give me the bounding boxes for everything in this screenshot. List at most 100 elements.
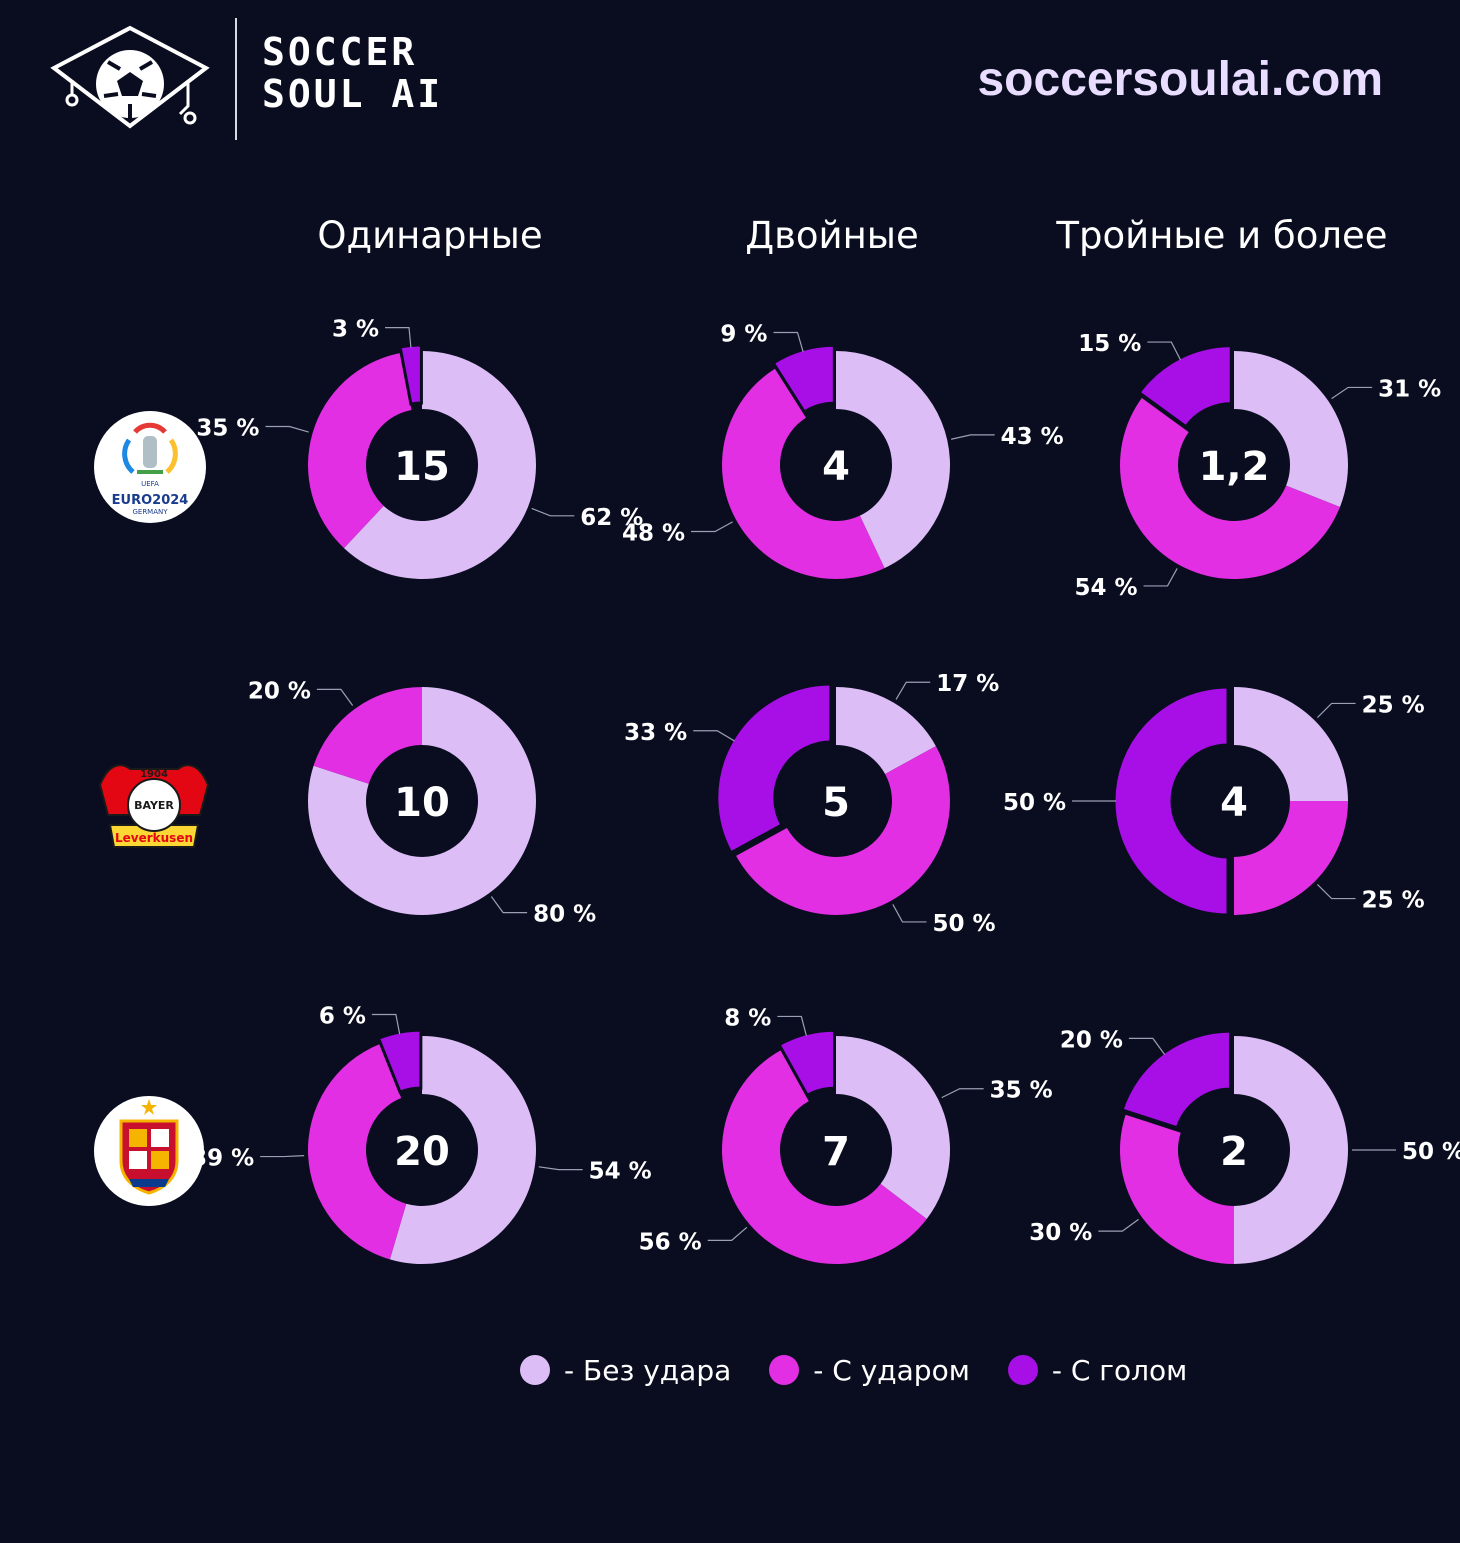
leader-line-with-shot bbox=[1098, 1218, 1139, 1232]
slice-label-with-goal: 8 % bbox=[724, 1005, 771, 1031]
slice-label-with-shot: 50 % bbox=[932, 911, 995, 937]
column-title-triple: Тройные и более bbox=[1056, 214, 1388, 257]
donut-r0-c2: 31 % 54 % 15 % 1,2 bbox=[1074, 331, 1441, 601]
donut-r2-c2: 50 % 30 % 20 % 2 bbox=[1029, 1027, 1460, 1264]
euro-badge-name: EURO2024 bbox=[112, 493, 189, 508]
slice-no-shot bbox=[1234, 1036, 1348, 1264]
euro-badge-sub: GERMANY bbox=[132, 508, 168, 516]
legend-label-with-shot: - С ударом bbox=[813, 1353, 970, 1387]
leader-line-with-shot bbox=[260, 1155, 305, 1158]
donut-center-value: 15 bbox=[394, 444, 450, 490]
leader-line-with-goal bbox=[371, 1013, 401, 1035]
leader-line-with-goal bbox=[693, 730, 735, 742]
slice-label-with-goal: 15 % bbox=[1078, 331, 1141, 357]
slice-with-goal bbox=[398, 343, 423, 406]
slice-label-no-shot: 25 % bbox=[1362, 692, 1425, 718]
slice-with-goal bbox=[777, 1028, 836, 1098]
donut-center-value: 20 bbox=[394, 1129, 450, 1175]
slice-no-shot bbox=[308, 687, 536, 915]
slice-label-no-shot: 43 % bbox=[1001, 424, 1064, 450]
slice-label-no-shot: 62 % bbox=[580, 505, 643, 531]
slice-label-with-shot: 48 % bbox=[622, 520, 685, 546]
leader-line-no-shot bbox=[1317, 702, 1356, 718]
slice-label-with-shot: 39 % bbox=[191, 1146, 254, 1172]
leverkusen-badge-name: Leverkusen bbox=[115, 831, 193, 845]
slice-with-shot bbox=[1120, 1114, 1234, 1264]
legend-item-with-shot: - С ударом bbox=[769, 1354, 970, 1387]
leader-line-with-goal bbox=[1128, 1037, 1166, 1055]
legend-label-no-shot: - Без удара bbox=[564, 1353, 732, 1387]
graduation-cap-ball-icon bbox=[50, 25, 210, 129]
leader-line-with-shot bbox=[691, 521, 733, 533]
donut-r1-c2: 25 % 25 % 50 % 4 bbox=[1003, 685, 1425, 917]
donut-center-value: 4 bbox=[822, 444, 850, 490]
donut-center-value: 4 bbox=[1220, 780, 1248, 826]
leader-line-no-shot bbox=[951, 434, 995, 440]
slice-label-with-shot: 20 % bbox=[248, 678, 311, 704]
leader-line-with-shot bbox=[316, 688, 354, 706]
leader-line-with-shot bbox=[265, 425, 309, 433]
leader-line-with-goal bbox=[773, 331, 804, 352]
slice-with-shot bbox=[313, 687, 422, 784]
slice-no-shot bbox=[1234, 351, 1349, 507]
slice-no-shot bbox=[836, 1036, 951, 1220]
leader-line-no-shot bbox=[490, 896, 528, 914]
donut-r2-c1: 35 % 56 % 8 % 7 bbox=[639, 1005, 1053, 1264]
leader-line-no-shot bbox=[531, 507, 575, 517]
donut-r1-c0: 80 % 20 % 10 bbox=[248, 678, 596, 927]
donut-r2-c0: 54 % 39 % 6 % 20 bbox=[191, 1003, 652, 1264]
donut-center-value: 2 bbox=[1220, 1129, 1248, 1175]
slice-with-goal bbox=[1136, 344, 1233, 429]
donut-center-value: 5 bbox=[822, 780, 850, 826]
leader-line-with-shot bbox=[1143, 568, 1178, 587]
leader-line-no-shot bbox=[1331, 386, 1373, 400]
slice-no-shot bbox=[836, 351, 950, 569]
brand-divider bbox=[235, 18, 237, 140]
slice-label-with-shot: 25 % bbox=[1362, 888, 1425, 914]
slice-no-shot bbox=[836, 687, 936, 775]
slice-label-no-shot: 50 % bbox=[1402, 1139, 1460, 1165]
slice-label-with-shot: 54 % bbox=[1074, 575, 1137, 601]
brand-name-line2: SOUL AI bbox=[262, 72, 444, 116]
slice-label-with-shot: 35 % bbox=[196, 415, 259, 441]
slice-with-goal bbox=[376, 1028, 423, 1095]
site-url[interactable]: soccersoulai.com bbox=[977, 53, 1383, 106]
slice-no-shot bbox=[389, 1036, 536, 1264]
slice-with-shot bbox=[736, 746, 950, 915]
leverkusen-badge-year: 1904 bbox=[140, 769, 168, 780]
slice-with-shot bbox=[1120, 397, 1340, 580]
legend: - Без удара - С ударом - С голом bbox=[520, 1350, 1225, 1390]
leader-line-no-shot bbox=[538, 1166, 583, 1171]
slice-no-shot bbox=[343, 351, 536, 579]
slice-no-shot bbox=[1234, 687, 1348, 801]
donut-center-value: 10 bbox=[394, 780, 450, 826]
legend-dot-with-shot bbox=[769, 1355, 800, 1385]
donut-center-value: 1,2 bbox=[1199, 444, 1270, 490]
slice-with-shot bbox=[722, 1050, 927, 1264]
euro2024-logo: UEFA EURO2024 GERMANY bbox=[94, 411, 206, 523]
slice-with-goal bbox=[1120, 1029, 1232, 1130]
leverkusen-badge-text: BAYER bbox=[134, 799, 174, 812]
leader-line-with-shot bbox=[892, 904, 927, 923]
leader-line-with-goal bbox=[777, 1015, 807, 1036]
slice-label-no-shot: 80 % bbox=[533, 902, 596, 928]
leader-line-with-goal bbox=[385, 327, 412, 348]
slice-with-goal bbox=[715, 682, 833, 855]
slice-with-shot bbox=[1234, 801, 1348, 915]
slice-label-no-shot: 31 % bbox=[1378, 376, 1441, 402]
leader-line-with-shot bbox=[1317, 884, 1356, 900]
leader-line-with-goal bbox=[1147, 341, 1181, 361]
donut-center-value: 7 bbox=[822, 1129, 850, 1175]
slice-with-goal bbox=[1112, 685, 1230, 917]
donut-r0-c1: 43 % 48 % 9 % 4 bbox=[622, 321, 1064, 579]
slice-with-shot bbox=[307, 1044, 407, 1260]
slice-with-shot bbox=[308, 353, 412, 549]
legend-label-with-goal: - С голом bbox=[1051, 1353, 1188, 1387]
header: SOCCER SOUL AI soccersoulai.com bbox=[0, 0, 1460, 160]
column-title-double: Двойные bbox=[745, 214, 919, 257]
slice-with-shot bbox=[722, 368, 885, 579]
slice-label-with-shot: 30 % bbox=[1029, 1220, 1092, 1246]
legend-item-no-shot: - Без удара bbox=[520, 1354, 731, 1387]
leader-line-no-shot bbox=[895, 681, 931, 700]
